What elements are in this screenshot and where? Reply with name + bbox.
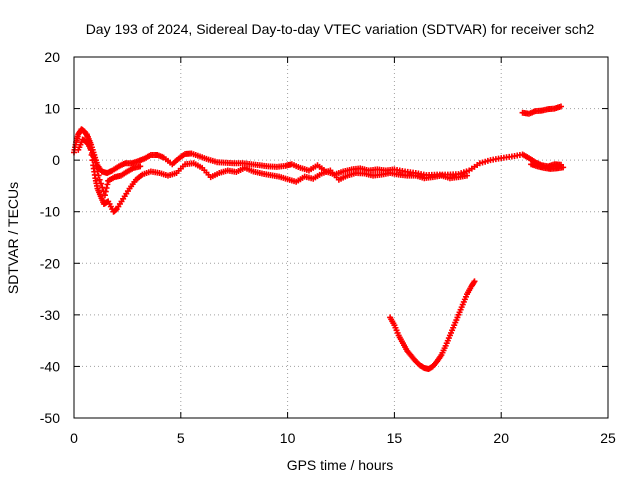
chart-title: Day 193 of 2024, Sidereal Day-to-day VTE…	[86, 21, 595, 37]
x-axis-label: GPS time / hours	[287, 457, 394, 473]
data-series	[71, 103, 567, 373]
point-main-trace-lower-204	[464, 172, 471, 179]
point-lower-dip-segment-80	[471, 278, 478, 285]
y-tick-label-5: 0	[52, 152, 60, 168]
y-axis-label: SDTVAR / TECUs	[5, 182, 21, 294]
point-early-branch-16	[92, 159, 99, 166]
point-early-branch-25	[102, 188, 109, 195]
point-early-branch-14	[90, 153, 97, 160]
y-tick-label-2: -30	[40, 307, 60, 323]
point-early-branch-19	[95, 172, 102, 179]
y-tick-label-4: -10	[40, 204, 60, 220]
series-lower-dip-segment	[387, 278, 478, 373]
x-tick-label-1: 5	[177, 430, 185, 446]
x-tick-label-5: 25	[600, 430, 616, 446]
point-early-branch-48	[137, 163, 144, 170]
series-main-trace-lower	[83, 131, 471, 215]
y-axis-ticks: -50 -40 -30 -20 -10 0 10 20	[40, 49, 608, 426]
point-late-upper-segment-24	[558, 103, 565, 110]
y-tick-label-1: -40	[40, 358, 60, 374]
point-early-branch-15	[91, 156, 98, 163]
y-tick-label-7: 20	[44, 49, 60, 65]
point-early-branch-18	[94, 168, 101, 175]
point-early-branch-13	[89, 150, 96, 157]
point-early-branch-26	[103, 184, 110, 191]
point-early-branch-27	[104, 181, 111, 188]
y-tick-label-6: 10	[44, 101, 60, 117]
point-early-branch-24	[101, 192, 108, 199]
point-early-branch-20	[96, 176, 103, 183]
point-early-branch-21	[97, 180, 104, 187]
series-late-upper-segment	[519, 103, 565, 117]
grid-lines	[74, 57, 608, 418]
y-tick-label-0: -50	[40, 410, 60, 426]
point-early-branch-12	[88, 146, 95, 153]
series-early-branch	[75, 136, 144, 199]
y-tick-label-3: -20	[40, 255, 60, 271]
series-late-tail-segment	[528, 161, 567, 172]
x-tick-label-4: 20	[493, 430, 509, 446]
x-axis-ticks: 0 5 10 15 20 25	[70, 57, 616, 446]
plot-frame	[73, 56, 609, 419]
point-late-tail-segment-20	[560, 164, 567, 171]
x-tick-label-0: 0	[70, 430, 78, 446]
x-tick-label-3: 15	[387, 430, 403, 446]
x-tick-label-2: 10	[280, 430, 296, 446]
point-early-branch-17	[93, 163, 100, 170]
